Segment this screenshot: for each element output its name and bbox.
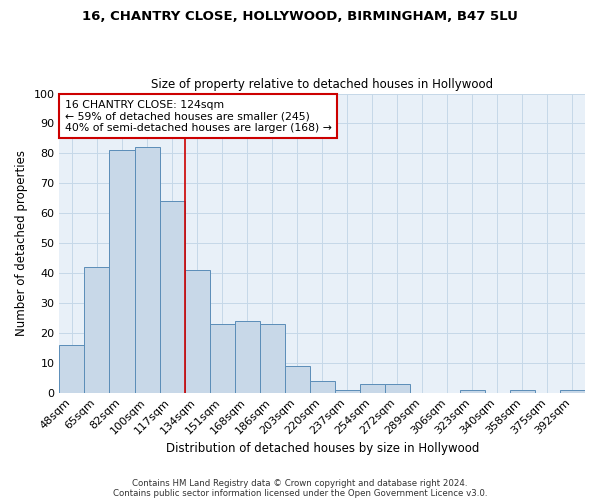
Bar [59,345,85,393]
Text: Contains public sector information licensed under the Open Government Licence v3: Contains public sector information licen… [113,488,487,498]
Bar [284,366,310,392]
Bar [335,390,360,392]
Bar [560,390,585,392]
X-axis label: Distribution of detached houses by size in Hollywood: Distribution of detached houses by size … [166,442,479,455]
Bar [85,267,109,392]
Bar [360,384,385,392]
Title: Size of property relative to detached houses in Hollywood: Size of property relative to detached ho… [151,78,493,91]
Text: 16 CHANTRY CLOSE: 124sqm
← 59% of detached houses are smaller (245)
40% of semi-: 16 CHANTRY CLOSE: 124sqm ← 59% of detach… [65,100,332,132]
Bar [109,150,134,392]
Bar [385,384,410,392]
Text: 16, CHANTRY CLOSE, HOLLYWOOD, BIRMINGHAM, B47 5LU: 16, CHANTRY CLOSE, HOLLYWOOD, BIRMINGHAM… [82,10,518,23]
Y-axis label: Number of detached properties: Number of detached properties [15,150,28,336]
Bar [310,380,335,392]
Text: Contains HM Land Registry data © Crown copyright and database right 2024.: Contains HM Land Registry data © Crown c… [132,478,468,488]
Bar [235,321,260,392]
Bar [460,390,485,392]
Bar [510,390,535,392]
Bar [209,324,235,392]
Bar [185,270,209,392]
Bar [260,324,284,392]
Bar [134,148,160,392]
Bar [160,201,185,392]
